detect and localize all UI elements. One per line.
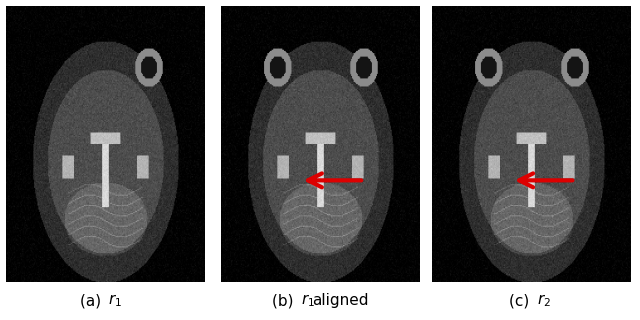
Text: $r_1$: $r_1$ xyxy=(108,292,122,309)
Text: $r_1$: $r_1$ xyxy=(301,292,316,309)
Text: (a): (a) xyxy=(80,293,106,308)
Text: (c): (c) xyxy=(509,293,534,308)
Text: (b): (b) xyxy=(271,293,298,308)
Text: $r_2$: $r_2$ xyxy=(537,292,551,309)
Text: aligned: aligned xyxy=(312,293,369,308)
